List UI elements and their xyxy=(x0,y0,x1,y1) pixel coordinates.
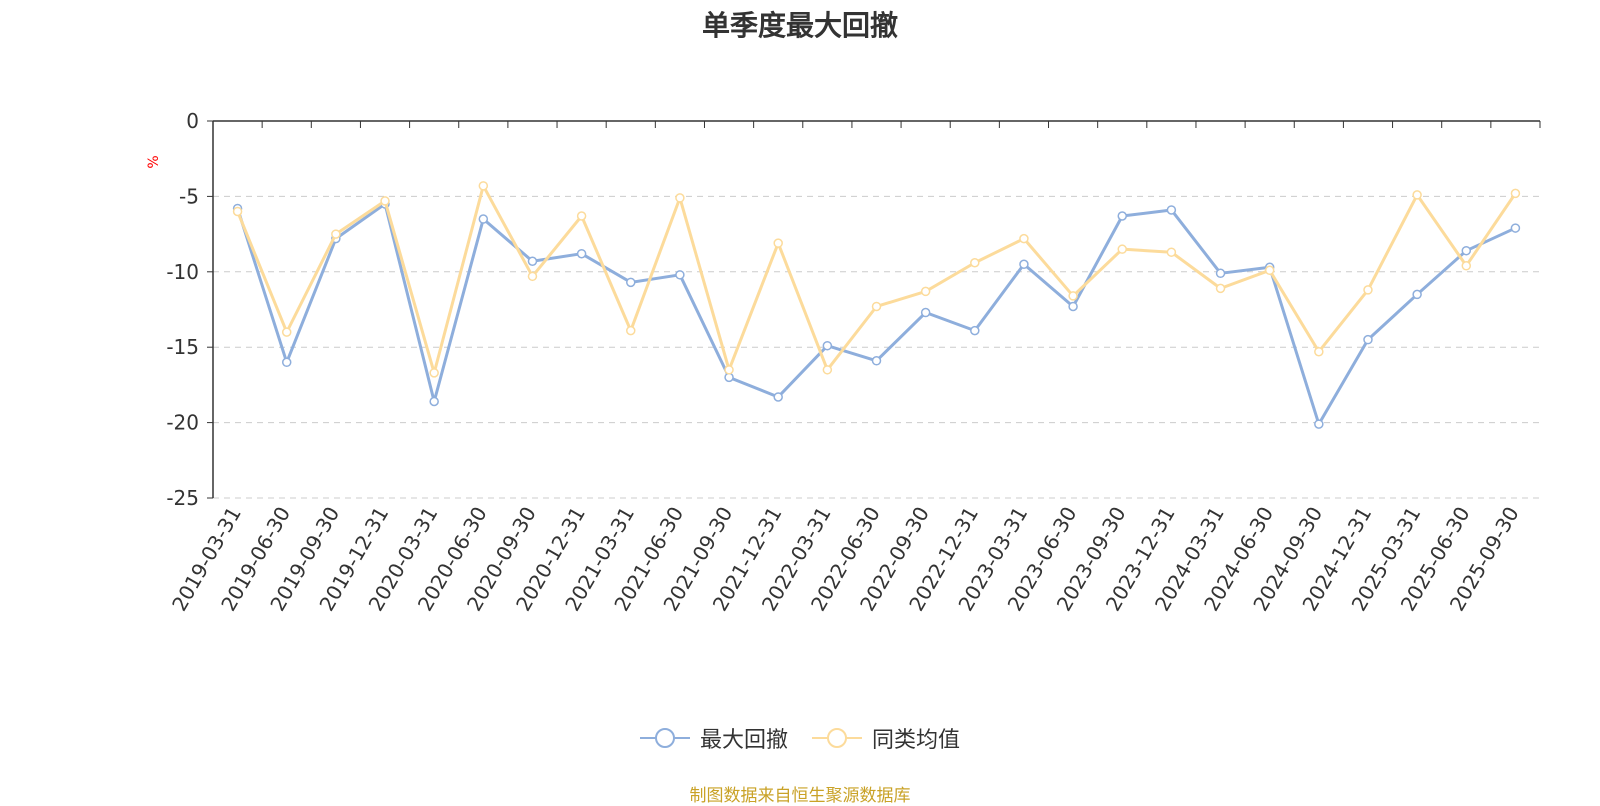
y-tick-label: -25 xyxy=(166,486,199,510)
legend: 最大回撤 同类均值 xyxy=(0,722,1600,754)
data-point xyxy=(576,211,587,221)
data-point xyxy=(1166,247,1177,257)
data-point xyxy=(527,256,538,266)
data-point xyxy=(871,356,882,366)
y-tick-label: -20 xyxy=(166,411,199,435)
legend-marker-icon xyxy=(639,728,690,748)
data-point xyxy=(1510,188,1521,199)
legend-item-series-1[interactable]: 同类均值 xyxy=(812,722,960,754)
data-point xyxy=(1068,291,1078,301)
data-point xyxy=(1264,265,1275,276)
legend-item-series-0[interactable]: 最大回撤 xyxy=(639,722,788,754)
data-point xyxy=(675,193,685,203)
y-axis-unit: % xyxy=(146,155,162,168)
y-tick-label: -10 xyxy=(166,260,199,284)
data-point xyxy=(773,392,783,402)
data-point xyxy=(331,229,341,239)
data-point xyxy=(429,368,439,378)
series-line xyxy=(236,202,1517,426)
data-point xyxy=(1461,261,1472,271)
data-point xyxy=(281,327,292,337)
data-point xyxy=(281,357,292,368)
data-point xyxy=(773,238,783,248)
data-point xyxy=(1412,190,1422,200)
data-point xyxy=(626,277,636,288)
data-point xyxy=(1215,283,1226,294)
data-point xyxy=(822,340,833,351)
data-point xyxy=(1314,419,1324,429)
axes: 0-5-10-15-20-25%2019-03-312019-06-302019… xyxy=(146,109,1541,615)
data-point xyxy=(1117,244,1127,254)
data-point xyxy=(822,365,833,375)
data-point xyxy=(920,307,931,318)
series-1 xyxy=(232,181,1521,378)
data-point xyxy=(478,181,489,191)
data-point xyxy=(1019,233,1029,244)
data-point xyxy=(1363,334,1373,345)
data-point xyxy=(1510,223,1521,233)
data-point xyxy=(527,271,538,282)
data-point xyxy=(626,325,636,336)
series-0 xyxy=(232,199,1521,429)
data-point xyxy=(1215,268,1226,279)
legend-label-series-1: 同类均值 xyxy=(872,728,961,753)
data-point xyxy=(1019,259,1029,270)
data-point xyxy=(478,214,489,224)
series-lines xyxy=(232,181,1521,429)
data-point xyxy=(871,301,882,312)
data-point xyxy=(1314,346,1324,357)
data-point xyxy=(920,286,931,297)
data-point xyxy=(232,206,243,217)
data-point xyxy=(675,270,685,280)
data-point xyxy=(1461,245,1472,256)
data-point xyxy=(724,365,734,375)
legend-label-series-0: 最大回撤 xyxy=(699,728,788,753)
y-tick-label: -15 xyxy=(166,335,199,359)
data-point xyxy=(1117,211,1127,221)
source-note: 制图数据来自恒生聚源数据库 xyxy=(689,786,911,806)
legend-marker-icon xyxy=(812,728,862,748)
data-point xyxy=(1412,289,1422,300)
chart-title: 单季度最大回撤 xyxy=(701,9,898,42)
data-point xyxy=(970,325,980,336)
y-tick-label: 0 xyxy=(186,109,199,133)
series-line xyxy=(236,184,1517,375)
data-point xyxy=(1166,205,1177,215)
data-point xyxy=(380,196,390,206)
y-tick-label: -5 xyxy=(179,184,199,208)
data-point xyxy=(576,248,587,259)
data-point xyxy=(1068,301,1078,312)
grid-lines xyxy=(213,195,1540,499)
data-point xyxy=(429,396,439,407)
data-point xyxy=(970,258,980,268)
data-point xyxy=(1363,285,1373,295)
